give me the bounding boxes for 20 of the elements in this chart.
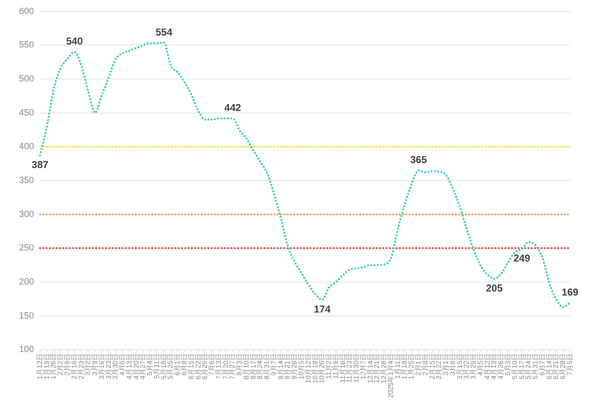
data-label: 365 — [410, 155, 428, 166]
y-tick-label: 250 — [18, 242, 34, 253]
y-tick-label: 200 — [18, 276, 34, 286]
y-tick-label: 500 — [18, 74, 34, 84]
data-label: 249 — [513, 254, 531, 265]
data-label: 174 — [314, 304, 331, 316]
y-tick-label: 300 — [18, 208, 34, 219]
data-label: 169 — [562, 288, 579, 299]
data-label: 442 — [224, 103, 242, 114]
y-tick-label: 100 — [18, 344, 34, 354]
y-tick-label: 450 — [18, 107, 34, 118]
data-label: 205 — [486, 283, 504, 294]
y-tick-label: 350 — [18, 175, 34, 186]
y-tick-label: 550 — [18, 40, 34, 50]
y-tick-label: 400 — [18, 141, 34, 152]
data-label: 540 — [66, 36, 84, 48]
y-tick-label: 150 — [18, 310, 34, 320]
y-tick-label: 600 — [18, 6, 34, 16]
data-label: 387 — [32, 160, 49, 172]
data-label: 554 — [156, 27, 173, 38]
